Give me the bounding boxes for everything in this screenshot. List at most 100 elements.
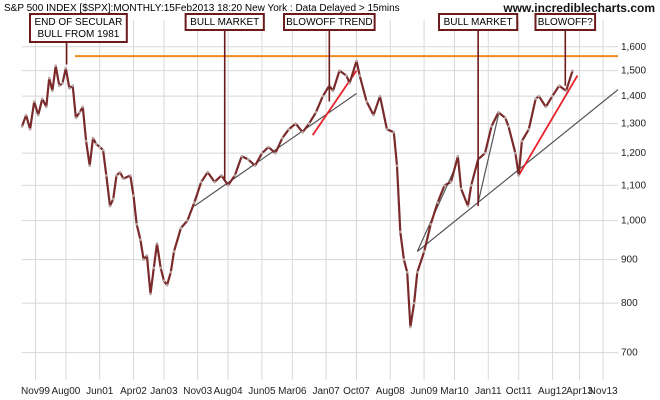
price-point bbox=[233, 174, 237, 177]
price-point bbox=[88, 164, 92, 168]
annotation-label: BLOWOFF? bbox=[538, 17, 593, 28]
annotation-label: BLOWOFF TREND bbox=[286, 17, 372, 28]
x-tick-label: Jun05 bbox=[248, 386, 276, 397]
price-point bbox=[358, 74, 362, 77]
price-point bbox=[36, 113, 40, 117]
price-point bbox=[537, 94, 541, 98]
price-point bbox=[122, 177, 125, 181]
price-point bbox=[193, 201, 196, 204]
x-tick-label: Apr13 bbox=[566, 386, 593, 397]
price-point bbox=[398, 230, 402, 234]
x-tick-label: Mar10 bbox=[440, 386, 469, 397]
x-tick-label: Nov13 bbox=[589, 386, 618, 397]
price-point bbox=[267, 145, 270, 149]
price-point bbox=[497, 111, 500, 114]
y-tick-label: 1,100 bbox=[621, 180, 646, 191]
annotation-box bbox=[438, 13, 519, 31]
x-tick-label: Oct07 bbox=[343, 386, 370, 397]
price-point bbox=[169, 270, 173, 274]
chart-header-title: S&P 500 INDEX [$SPX]:MONTHLY:15Feb2013 1… bbox=[4, 3, 400, 14]
price-point bbox=[64, 66, 68, 70]
y-tick-label: 900 bbox=[621, 255, 638, 266]
price-point bbox=[372, 113, 375, 117]
price-point bbox=[544, 105, 548, 109]
price-point bbox=[520, 139, 524, 143]
y-tick-label: 1,300 bbox=[621, 119, 646, 130]
price-point bbox=[405, 270, 409, 274]
annotation-label: BULL MARKET bbox=[444, 17, 513, 28]
blowoff-trendline bbox=[517, 75, 579, 176]
price-point bbox=[564, 89, 568, 93]
price-point bbox=[20, 125, 24, 128]
grid-lines bbox=[22, 20, 618, 380]
price-point bbox=[274, 151, 277, 155]
price-point bbox=[409, 325, 412, 329]
x-axis: Nov99 Aug00 Jun01 Apr02 Jan03 Nov03 Aug04 Jun05… bbox=[21, 386, 618, 397]
price-point bbox=[54, 64, 57, 68]
price-point bbox=[24, 113, 28, 117]
y-tick-label: 1,000 bbox=[621, 216, 646, 227]
price-point bbox=[571, 69, 574, 72]
price-point bbox=[483, 151, 487, 155]
price-point bbox=[165, 283, 169, 287]
price-point bbox=[58, 84, 61, 88]
price-point bbox=[47, 76, 51, 80]
price-point bbox=[514, 151, 517, 155]
x-tick-label: Jan07 bbox=[312, 386, 340, 397]
price-point bbox=[443, 184, 446, 187]
y-tick-label: 800 bbox=[621, 298, 638, 309]
price-point bbox=[307, 122, 311, 125]
price-point bbox=[84, 139, 88, 143]
price-point bbox=[111, 197, 115, 201]
price-point bbox=[45, 105, 48, 109]
price-point bbox=[385, 128, 389, 131]
annotation-box bbox=[534, 13, 597, 31]
x-tick-label: Nov99 bbox=[21, 386, 50, 397]
x-tick-label: Jun09 bbox=[410, 386, 438, 397]
price-point bbox=[429, 223, 432, 226]
price-point bbox=[246, 158, 250, 161]
price-point bbox=[108, 204, 112, 208]
x-tick-label: Nov03 bbox=[183, 386, 212, 397]
price-point bbox=[294, 122, 297, 125]
site-watermark: www.incrediblecharts.com bbox=[502, 1, 655, 15]
x-tick-label: Mar06 bbox=[278, 386, 307, 397]
price-point bbox=[179, 226, 183, 230]
annotation-box bbox=[184, 13, 265, 31]
price-point bbox=[220, 174, 223, 177]
price-point bbox=[557, 84, 561, 88]
annotation-box bbox=[283, 13, 376, 31]
annotation-label: BULL FROM 1981 bbox=[37, 29, 119, 40]
price-point bbox=[517, 174, 520, 177]
price-point bbox=[345, 74, 348, 77]
support-trendline bbox=[193, 93, 357, 207]
price-point bbox=[490, 125, 493, 128]
price-point bbox=[253, 164, 257, 168]
price-point bbox=[338, 69, 341, 72]
price-point bbox=[118, 170, 122, 174]
price-point bbox=[287, 128, 291, 131]
price-point bbox=[101, 148, 105, 152]
price-point bbox=[162, 279, 166, 283]
price-point bbox=[32, 100, 36, 103]
price-point bbox=[260, 151, 264, 155]
price-point bbox=[280, 136, 284, 140]
price-point bbox=[365, 100, 368, 103]
price-point bbox=[416, 270, 419, 274]
y-tick-label: 1,500 bbox=[621, 66, 646, 77]
price-point bbox=[115, 174, 118, 177]
price-point bbox=[503, 116, 507, 120]
y-tick-label: 700 bbox=[621, 348, 638, 359]
x-tick-label: Apr02 bbox=[120, 386, 147, 397]
price-point bbox=[71, 84, 74, 88]
annotation-label: BULL MARKET bbox=[190, 17, 259, 28]
price-point bbox=[186, 219, 189, 222]
price-point bbox=[91, 136, 95, 140]
price-series bbox=[20, 59, 574, 329]
price-point bbox=[527, 128, 531, 131]
price-point bbox=[51, 89, 54, 93]
x-tick-label: Aug12 bbox=[538, 386, 567, 397]
price-point bbox=[152, 266, 156, 270]
